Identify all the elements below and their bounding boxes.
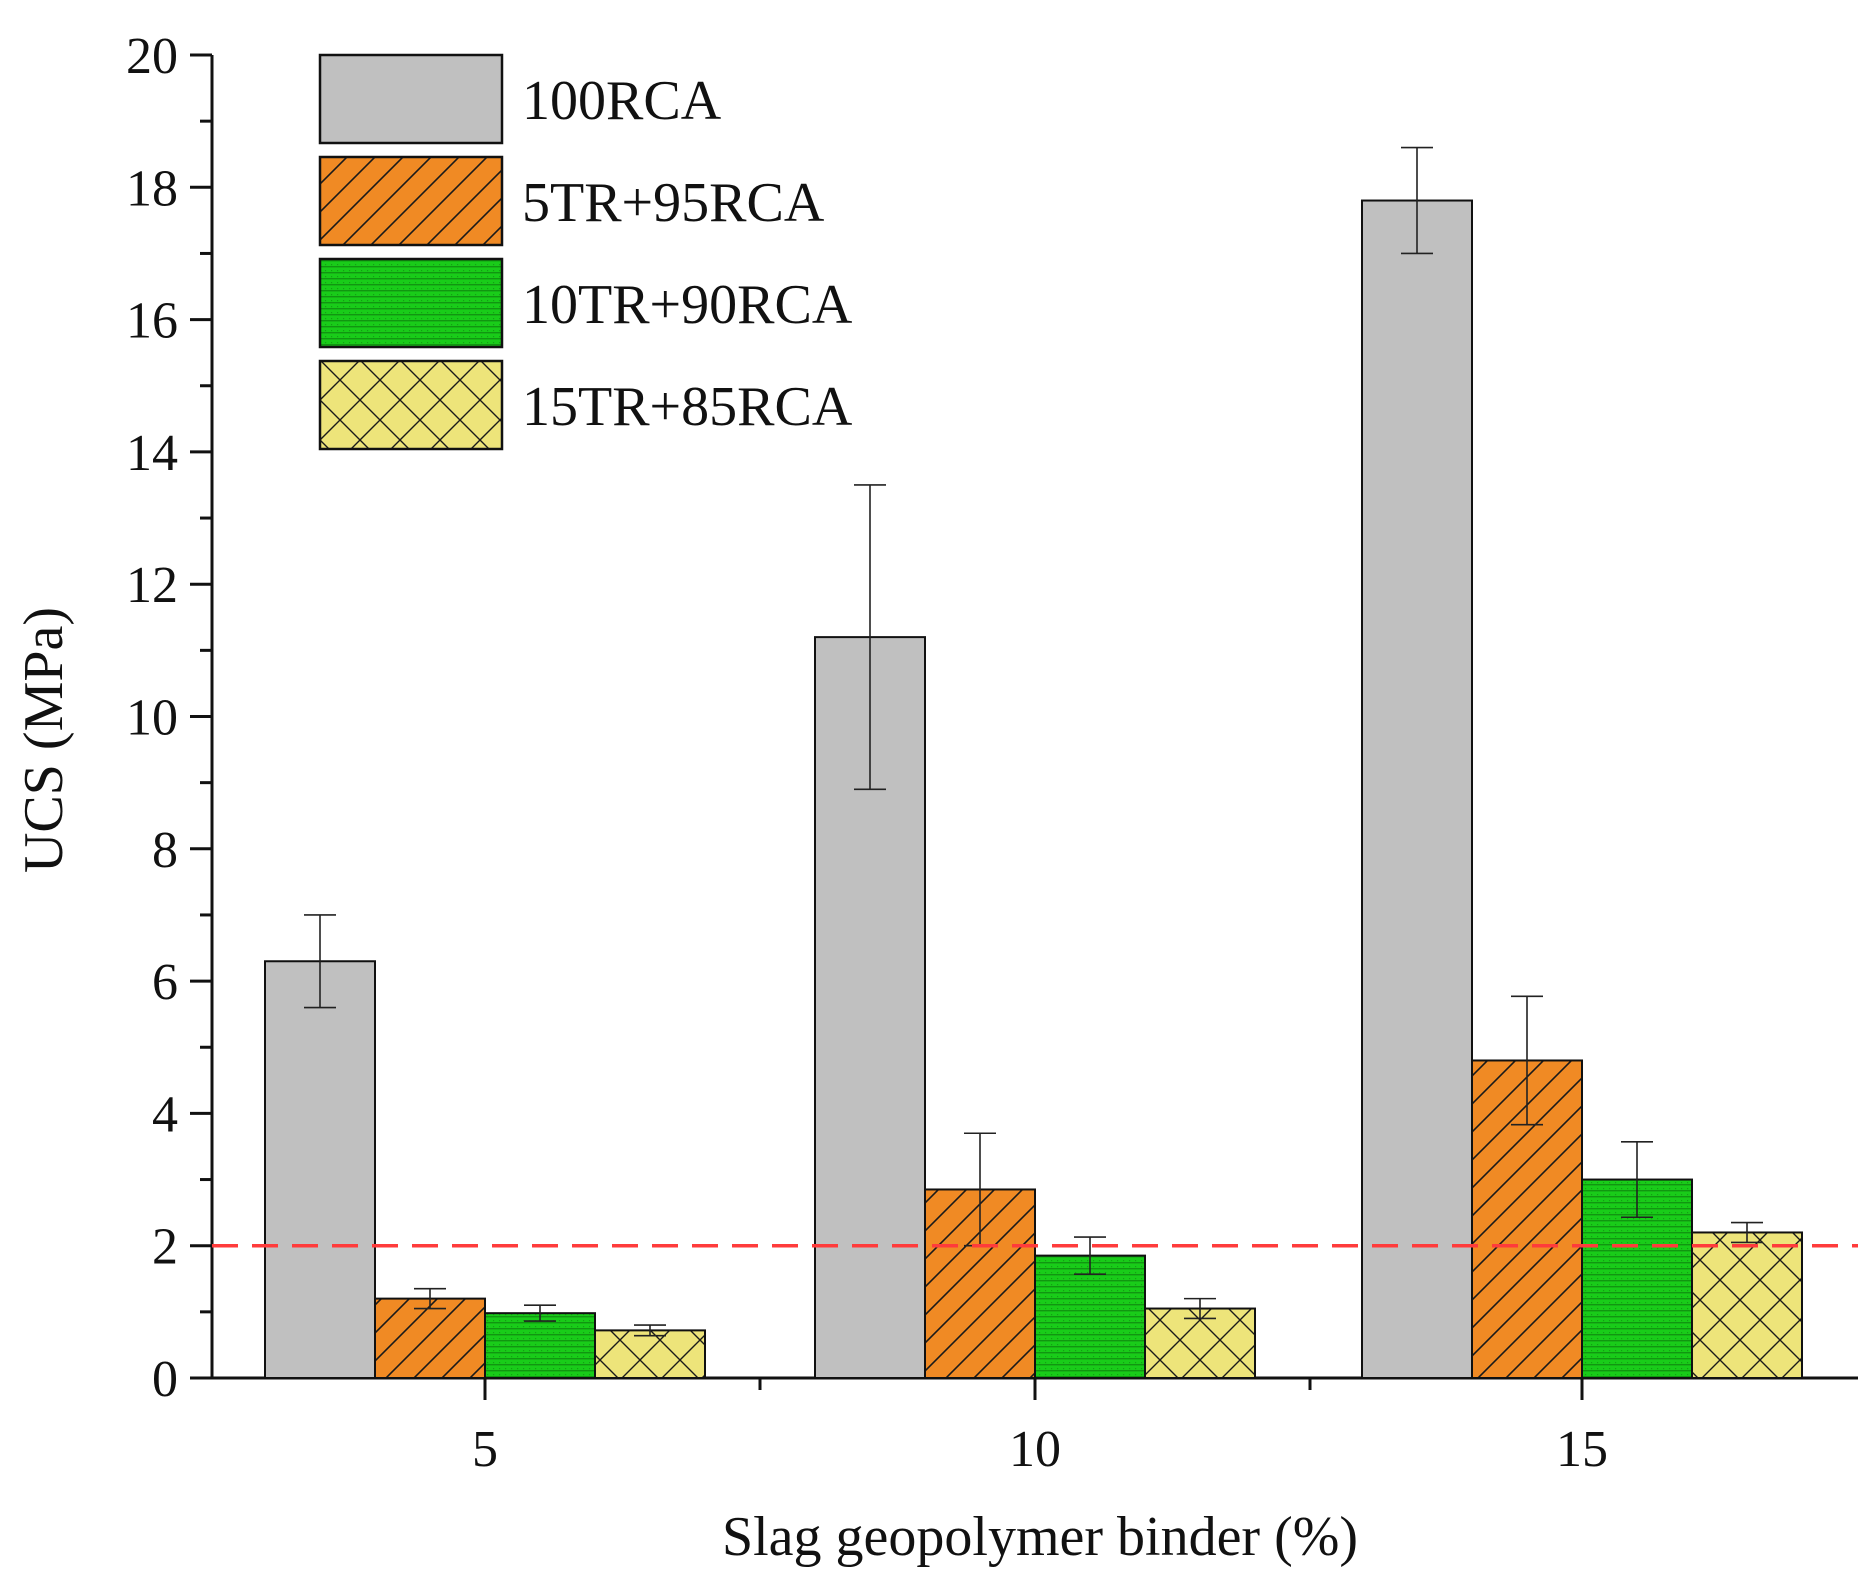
bar-100RCA-5 xyxy=(265,961,375,1378)
bar-pattern-10TR+90RCA-5 xyxy=(485,1313,595,1378)
bar-100RCA-15 xyxy=(1362,200,1472,1378)
legend-swatch-pattern-15TR+85RCA xyxy=(320,361,502,449)
bar-pattern-10TR+90RCA-10 xyxy=(1035,1255,1145,1378)
y-tick-label-0: 0 xyxy=(152,1351,178,1408)
y-tick-label-6: 6 xyxy=(152,954,178,1011)
y-tick-label-14: 14 xyxy=(126,425,178,482)
x-tick-label-5: 5 xyxy=(472,1421,498,1478)
legend-label-15TR+85RCA: 15TR+85RCA xyxy=(522,376,853,438)
bar-pattern-5TR+95RCA-5 xyxy=(375,1298,485,1378)
x-tick-label-10: 10 xyxy=(1009,1421,1061,1478)
y-tick-label-10: 10 xyxy=(126,690,178,747)
y-tick-label-8: 8 xyxy=(152,822,178,879)
y-tick-label-16: 16 xyxy=(126,293,178,350)
x-tick-label-15: 15 xyxy=(1556,1421,1608,1478)
legend-swatch-outline-100RCA xyxy=(318,53,504,145)
y-axis-title: UCS (MPa) xyxy=(13,607,75,873)
bars xyxy=(264,199,1803,1380)
error-bars xyxy=(304,146,1763,1337)
legend-label-10TR+90RCA: 10TR+90RCA xyxy=(522,274,853,336)
legend: 100RCA 5TR+95RCA 10TR+90RCA 15TR+85RCA xyxy=(318,53,853,451)
legend-label-5TR+95RCA: 5TR+95RCA xyxy=(522,172,825,234)
y-tick-label-4: 4 xyxy=(152,1086,178,1143)
y-tick-label-12: 12 xyxy=(126,557,178,614)
y-tick-label-18: 18 xyxy=(126,160,178,217)
bar-pattern-15TR+85RCA-10 xyxy=(1145,1308,1255,1378)
y-tick-label-20: 20 xyxy=(126,28,178,85)
legend-swatch-outline-10TR+90RCA xyxy=(318,257,504,349)
legend-swatch-outline-5TR+95RCA xyxy=(318,155,504,247)
legend-label-100RCA: 100RCA xyxy=(522,70,722,132)
bar-pattern-15TR+85RCA-5 xyxy=(595,1330,705,1378)
bar-pattern-15TR+85RCA-15 xyxy=(1692,1232,1802,1378)
legend-swatch-pattern-10TR+90RCA xyxy=(320,259,502,347)
legend-swatch-outline-15TR+85RCA xyxy=(318,359,504,451)
x-axis-title: Slag geopolymer binder (%) xyxy=(722,1506,1358,1568)
y-tick-label-2: 2 xyxy=(152,1219,178,1276)
axis-labels: Slag geopolymer binder (%) UCS (MPa) xyxy=(13,607,1358,1568)
legend-swatch-100RCA xyxy=(320,55,502,143)
legend-swatch-pattern-5TR+95RCA xyxy=(320,157,502,245)
